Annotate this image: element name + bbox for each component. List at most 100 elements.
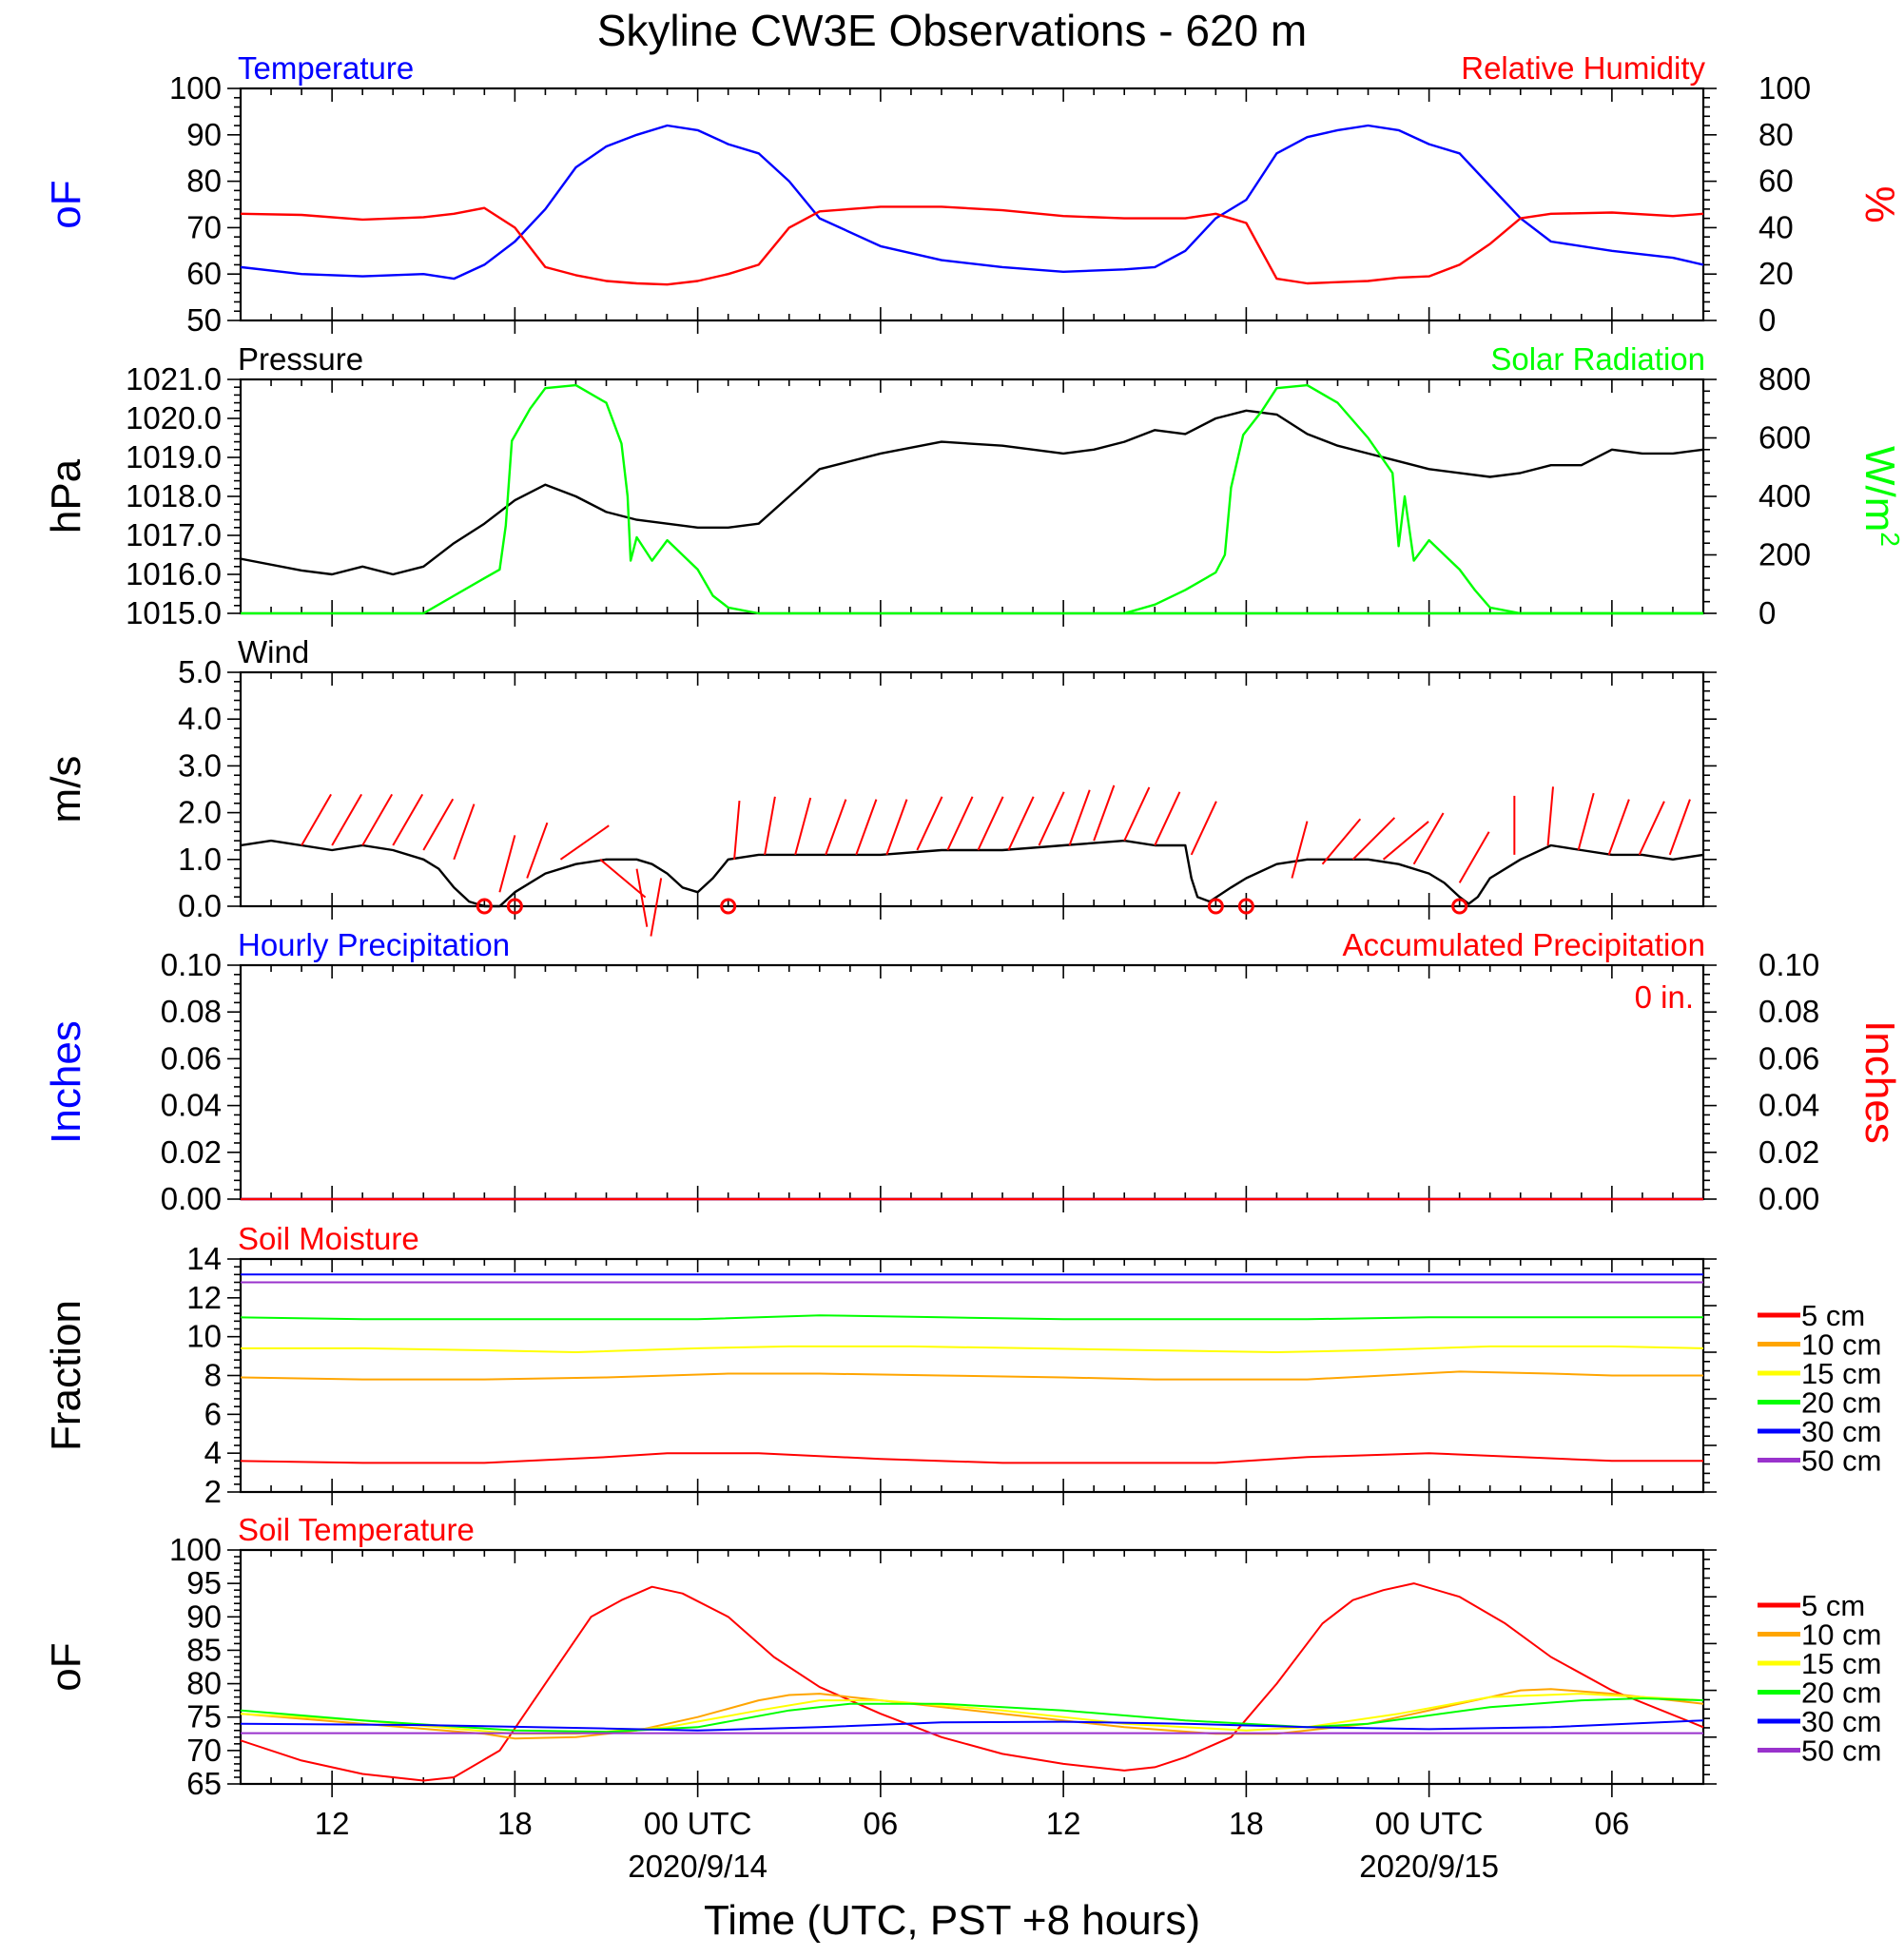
- pressure-ytick-label: 1016.0: [126, 556, 222, 591]
- moist-left-ylabel: Fraction: [43, 1300, 89, 1451]
- soilt-series-1: [240, 1688, 1704, 1740]
- x-tick-label: 18: [497, 1806, 533, 1841]
- moist-ytick-label: 4: [204, 1435, 222, 1470]
- precip-right-title: Accumulated Precipitation: [1342, 927, 1705, 962]
- panel-pressure-solar: 1015.0 1016.0 1017.0 1018.01019.01020.01021…: [43, 341, 1904, 630]
- temp-rtick-label: 80: [1758, 117, 1794, 152]
- wind-barb: [453, 804, 476, 861]
- moist-ytick-label: 2: [204, 1474, 222, 1509]
- wind-left-ylabel: m/s: [43, 756, 89, 823]
- wind-barb: [825, 799, 847, 856]
- wind-barb: [885, 799, 908, 856]
- temp-frame: [239, 87, 1705, 322]
- temp-ytick-label: 50: [186, 302, 222, 338]
- x-tick-label: 12: [1046, 1806, 1081, 1841]
- wind-barb: [1607, 799, 1630, 856]
- panel-precipitation: 0.00 0.02 0.04 0.06 0.08 0.10 0.00 0.02 0.04 0.06…: [43, 927, 1903, 1216]
- temp-left-ylabel: oF: [43, 180, 89, 228]
- wind-barb: [1412, 812, 1445, 865]
- precip-ytick-label: 0.04: [161, 1088, 222, 1123]
- moist-series-0: [240, 1452, 1703, 1464]
- x-tick-label: 00 UTC: [1375, 1806, 1484, 1841]
- panel-wind: 0.0 1.0 2.0 3.0 4.0 5.0 Wind m/s: [43, 634, 1717, 937]
- moist-series-3: [240, 1314, 1703, 1321]
- pressure-ytick-label: 1017.0: [126, 517, 222, 552]
- soilt-ytick-label: 70: [186, 1733, 222, 1768]
- legend-label: 30 cm: [1801, 1705, 1881, 1738]
- temp-rtick-label: 0: [1758, 302, 1776, 338]
- wind-barb: [1038, 791, 1065, 846]
- calm-wind-circle: [476, 898, 493, 915]
- soilt-series-4: [240, 1719, 1704, 1732]
- pressure-right-title: Solar Radiation: [1490, 341, 1705, 377]
- temp-ytick-label: 100: [169, 70, 222, 106]
- x-axis-label: Time (UTC, PST +8 hours): [704, 1897, 1200, 1944]
- moist-ytick-label: 8: [204, 1358, 222, 1393]
- wind-barb: [1154, 791, 1181, 846]
- pressure-ytick-label: 1019.0: [126, 439, 222, 475]
- pressure-series-0: [240, 409, 1704, 576]
- calm-wind-circle: [720, 898, 737, 915]
- wind-barb: [794, 797, 812, 856]
- soilt-frame: [239, 1548, 1705, 1786]
- pressure-rtick-label: 600: [1758, 420, 1811, 455]
- precip-rtick-label: 0.04: [1758, 1088, 1819, 1123]
- temp-ytick-label: 80: [186, 164, 222, 199]
- wind-barb: [1093, 785, 1116, 842]
- soilt-left-title: Soil Temperature: [238, 1512, 475, 1547]
- wind-barb: [559, 824, 610, 861]
- wind-barb: [1321, 818, 1362, 865]
- wind-barb: [946, 796, 974, 851]
- pressure-ytick-label: 1021.0: [126, 361, 222, 397]
- moist-series-2: [241, 1345, 1704, 1353]
- wind-series-0: [240, 839, 1704, 908]
- precip-annotation: 0 in.: [1635, 979, 1694, 1015]
- pressure-rtick-label: 400: [1758, 478, 1811, 513]
- wind-barb: [635, 868, 649, 927]
- wind-barb: [392, 793, 424, 846]
- pressure-rtick-label: 800: [1758, 361, 1811, 397]
- wind-ytick-label: 3.0: [178, 747, 222, 783]
- wind-barb: [1382, 821, 1429, 861]
- chart-title: Skyline CW3E Observations - 620 m: [597, 6, 1308, 55]
- precip-rtick-label: 0.10: [1758, 947, 1819, 982]
- precip-left-ylabel: Inches: [43, 1020, 89, 1144]
- precip-rtick-label: 0.06: [1758, 1040, 1819, 1075]
- wind-barb: [526, 822, 549, 879]
- soilt-ytick-label: 75: [186, 1699, 222, 1734]
- wind-barb: [301, 793, 332, 846]
- wind-left-title: Wind: [238, 634, 309, 669]
- wind-barb: [599, 859, 647, 899]
- legend-label: 20 cm: [1801, 1676, 1881, 1710]
- moist-ytick-label: 12: [186, 1280, 222, 1315]
- pressure-right-ylabel-sup: 2: [1875, 532, 1904, 547]
- soilt-series-3: [240, 1697, 1704, 1734]
- wind-barb: [361, 793, 394, 846]
- wind-barb: [1068, 789, 1091, 846]
- soilt-left-ylabel: oF: [43, 1642, 89, 1691]
- pressure-rtick-label: 200: [1758, 537, 1811, 572]
- moist-ytick-label: 10: [186, 1319, 222, 1354]
- wind-barb: [1546, 786, 1554, 846]
- precip-ytick-label: 0.00: [161, 1181, 222, 1216]
- temp-series-0: [240, 124, 1704, 281]
- soilt-ytick-label: 90: [186, 1599, 222, 1634]
- wind-frame: [239, 670, 1705, 908]
- temp-right-title: Relative Humidity: [1461, 50, 1705, 86]
- wind-ytick-label: 2.0: [178, 795, 222, 830]
- wind-barb: [1668, 799, 1691, 856]
- wind-barb: [1123, 786, 1151, 842]
- temp-rtick-label: 20: [1758, 256, 1794, 291]
- precip-ytick-label: 0.02: [161, 1134, 222, 1170]
- soilt-ytick-label: 65: [186, 1766, 222, 1801]
- temp-ytick-label: 90: [186, 117, 222, 152]
- wind-barb: [1458, 831, 1490, 883]
- legend-label: 15 cm: [1801, 1647, 1881, 1680]
- temp-left-title: Temperature: [238, 50, 414, 86]
- precip-ytick-label: 0.06: [161, 1040, 222, 1075]
- temp-rtick-label: 40: [1758, 209, 1794, 244]
- x-tick-label: 12: [315, 1806, 350, 1841]
- calm-wind-circle: [1207, 898, 1224, 915]
